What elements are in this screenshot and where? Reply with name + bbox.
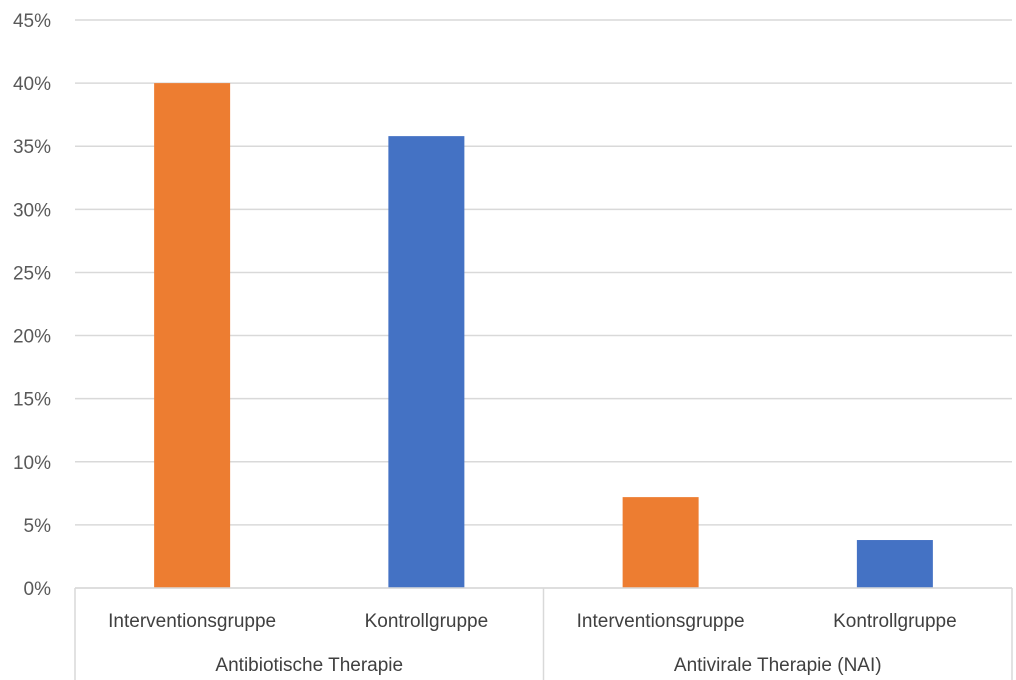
y-tick-label: 5% [24, 516, 52, 537]
category-label: Interventionsgruppe [577, 611, 745, 632]
y-tick-label: 30% [13, 200, 51, 221]
y-tick-label: 40% [13, 74, 51, 95]
y-tick-label: 20% [13, 327, 51, 348]
bar-0-1 [388, 136, 465, 588]
bar-0-0 [154, 83, 231, 588]
category-axis: Interventionsgruppe Kontrollgruppe Antibio… [74, 587, 1013, 680]
category-label: Kontrollgruppe [365, 611, 489, 632]
y-tick-label: 15% [13, 390, 51, 411]
y-tick-label: 25% [13, 263, 51, 284]
y-tick-label: 0% [24, 579, 52, 600]
bars [154, 83, 933, 588]
bar-1-1 [856, 540, 933, 588]
y-axis-ticks: 0% 5% 10% 15% 20% 25% 30% 35% 40% 45% [13, 11, 51, 600]
group-label: Antivirale Therapie (NAI) [674, 655, 882, 676]
group-label: Antibiotische Therapie [215, 655, 403, 676]
gridlines [75, 19, 1012, 589]
category-label: Kontrollgruppe [833, 611, 957, 632]
bar-1-0 [622, 497, 699, 588]
y-tick-label: 35% [13, 137, 51, 158]
category-label: Interventionsgruppe [108, 611, 276, 632]
y-tick-label: 10% [13, 453, 51, 474]
y-tick-label: 45% [13, 11, 51, 32]
